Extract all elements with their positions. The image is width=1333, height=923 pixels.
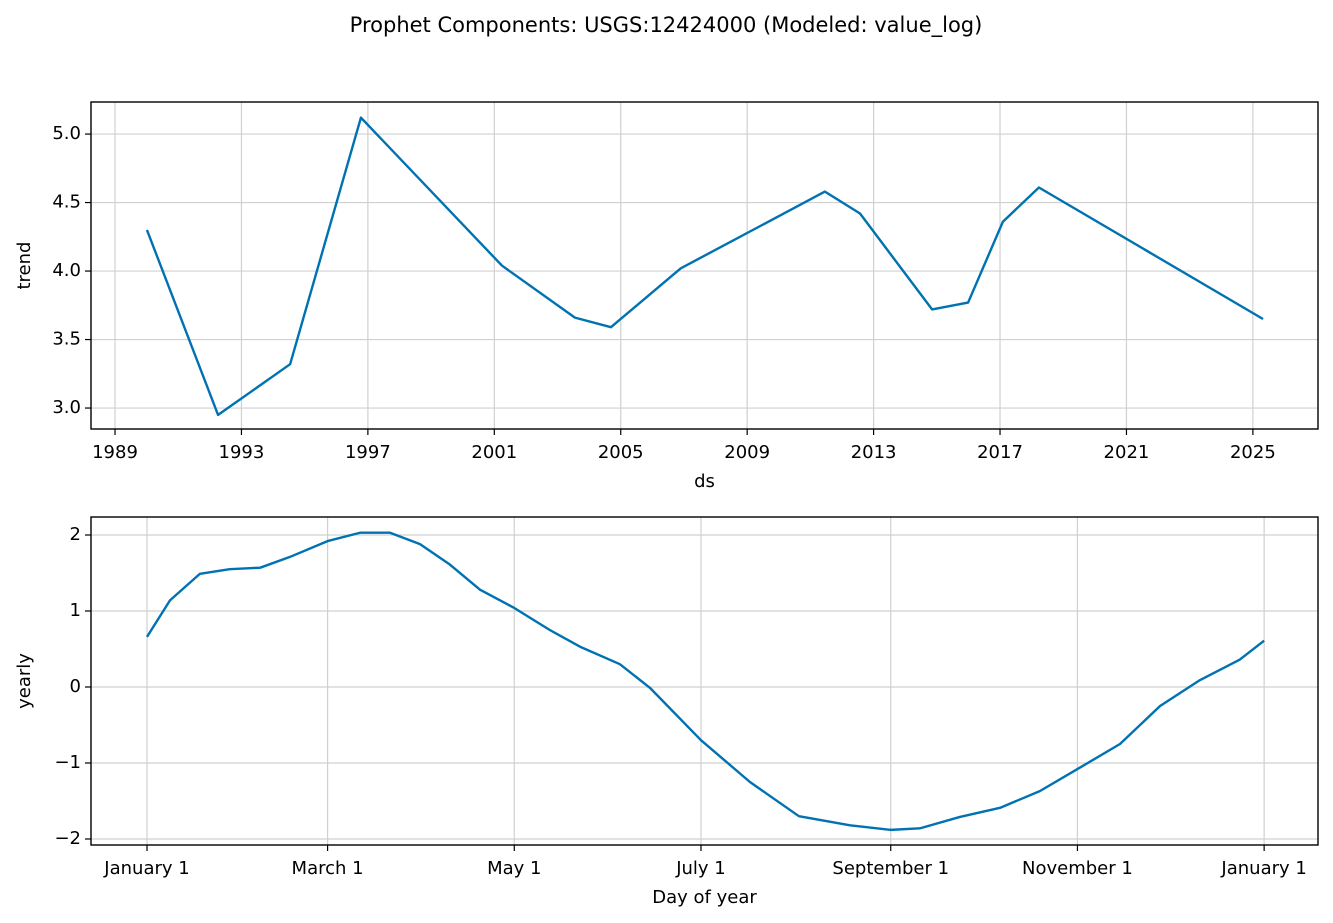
x-tick-label: 1993	[219, 442, 265, 463]
x-tick-label: 1989	[92, 442, 138, 463]
x-axis-label: Day of year	[652, 887, 757, 908]
x-tick-label: September 1	[832, 858, 949, 879]
subplot: −2 −1 0 1 2 January 1 March 1 May 1 July 1 Septem…	[14, 516, 1319, 908]
x-tick-label: 2001	[471, 442, 517, 463]
y-tick-label: 1	[70, 600, 81, 621]
line	[145, 531, 1265, 832]
y-tick-label: 4.0	[52, 260, 81, 281]
axes-frame	[90, 101, 1319, 430]
x-tick-label: January 1	[103, 858, 189, 879]
y-tick-label: −1	[54, 752, 81, 773]
y-tick-label: 2	[70, 524, 81, 545]
y-tick-label: 3.0	[52, 397, 81, 418]
axes-frame	[90, 516, 1319, 846]
x-tick-label: January 1	[1220, 858, 1306, 879]
x-tick-label: July 1	[675, 858, 726, 879]
x-tick-label: 2025	[1230, 442, 1276, 463]
x-tick-label: 2013	[851, 442, 897, 463]
y-tick-label: 0	[70, 676, 81, 697]
y-tick-label: −2	[54, 828, 81, 849]
x-tick-label: 2005	[598, 442, 644, 463]
x-axis-label: ds	[694, 471, 715, 492]
figure-title: Prophet Components: USGS:12424000 (Model…	[350, 13, 983, 38]
y-axis-label: trend	[14, 242, 35, 290]
y-tick-label: 4.5	[52, 192, 81, 213]
x-tick-label: 2009	[724, 442, 770, 463]
y-tick-label: 3.5	[52, 329, 81, 350]
y-axis-label: yearly	[14, 653, 35, 709]
x-tick-label: 2017	[977, 442, 1023, 463]
x-tick-label: May 1	[487, 858, 541, 879]
x-tick-label: March 1	[292, 858, 364, 879]
x-tick-label: 1997	[345, 442, 391, 463]
x-tick-label: November 1	[1022, 858, 1133, 879]
y-tick-label: 5.0	[52, 123, 81, 144]
x-tick-label: 2021	[1104, 442, 1150, 463]
line	[145, 116, 1264, 417]
subplot: 3.0 3.5 4.0 4.5 5.0 1989 1993 1997 2001 2005 2009 2…	[14, 101, 1319, 492]
